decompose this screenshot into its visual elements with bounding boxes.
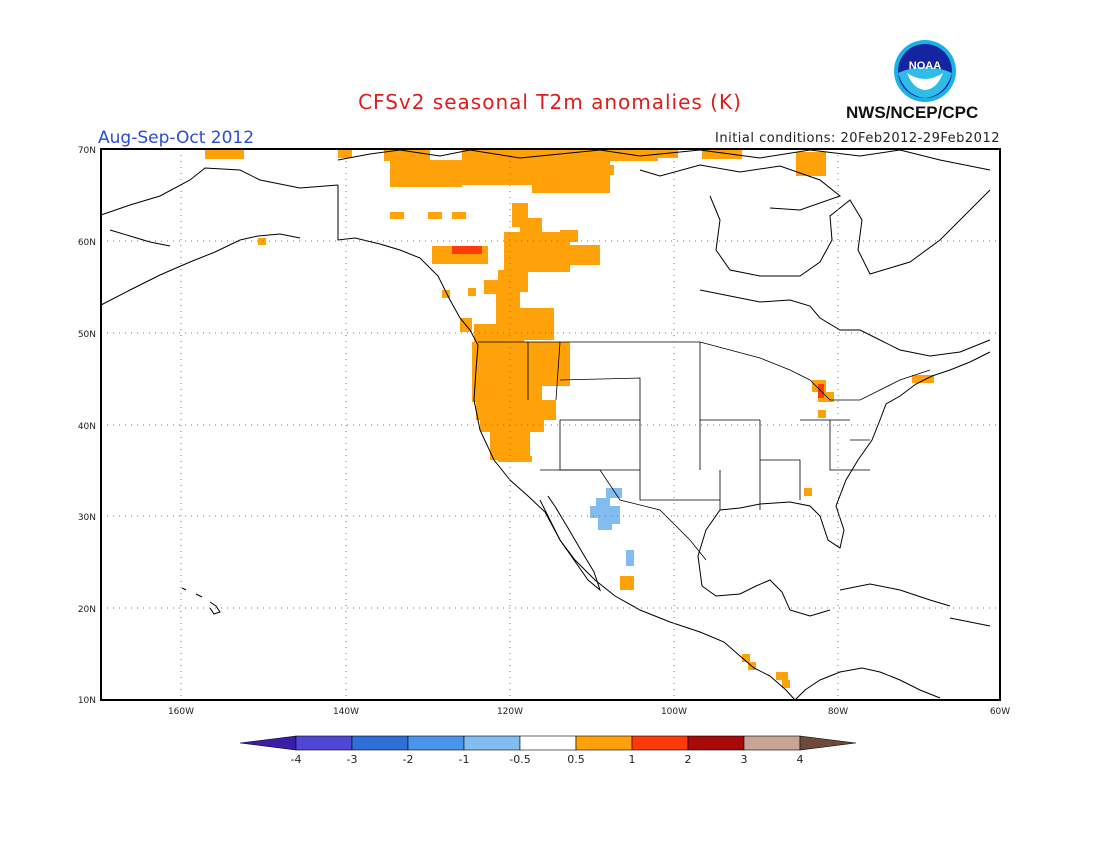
colorbar-label: -3 xyxy=(347,753,358,766)
colorbar: -4 -3 -2 -1 -0.5 0.5 1 2 3 4 xyxy=(239,735,857,766)
colorbar-swatch xyxy=(575,735,633,751)
lat-tick: 40N xyxy=(78,422,96,432)
lon-tick: 60W xyxy=(990,707,1010,717)
lat-tick: 10N xyxy=(78,696,96,706)
colorbar-label: 1 xyxy=(629,753,636,766)
lat-tick: 50N xyxy=(78,330,96,340)
noaa-logo-text: NOAA xyxy=(909,60,941,72)
colorbar-label: -4 xyxy=(291,753,302,766)
lat-tick: 30N xyxy=(78,513,96,523)
colorbar-label: 0.5 xyxy=(567,753,585,766)
colorbar-label: 2 xyxy=(685,753,692,766)
map-frame-bg xyxy=(101,149,1000,700)
lon-tick: 80W xyxy=(828,707,848,717)
cool-anomaly-regions xyxy=(590,488,634,566)
colorbar-swatch xyxy=(687,735,745,751)
colorbar-swatch xyxy=(351,735,409,751)
colorbar-swatch xyxy=(631,735,689,751)
colorbar-label: -0.5 xyxy=(509,753,530,766)
colorbar-arrow-high xyxy=(799,735,857,751)
noaa-logo: NOAA xyxy=(894,40,956,102)
colorbar-swatch xyxy=(743,735,801,751)
forecast-period: Aug-Sep-Oct 2012 xyxy=(98,128,255,148)
colorbar-label: 4 xyxy=(797,753,804,766)
colorbar-label: -2 xyxy=(403,753,414,766)
colorbar-label: 3 xyxy=(741,753,748,766)
lon-tick-labels: 160W 140W 120W 100W 80W 60W xyxy=(168,707,1010,717)
colorbar-arrow-low xyxy=(239,735,297,751)
lon-tick: 140W xyxy=(333,707,359,717)
lon-tick: 160W xyxy=(168,707,194,717)
colorbar-swatch xyxy=(463,735,521,751)
colorbar-swatch xyxy=(407,735,465,751)
colorbar-label: -1 xyxy=(459,753,470,766)
warm-anomaly-regions xyxy=(205,149,934,688)
lat-tick-labels: 70N 60N 50N 40N 30N 20N 10N xyxy=(78,146,96,706)
initial-conditions-label: Initial conditions: 20Feb2012-29Feb2012 xyxy=(715,131,1000,146)
lat-tick: 60N xyxy=(78,238,96,248)
agency-label: NWS/NCEP/CPC xyxy=(846,103,979,122)
lon-tick: 120W xyxy=(497,707,523,717)
map-title: CFSv2 seasonal T2m anomalies (K) xyxy=(358,90,742,114)
colorbar-swatch xyxy=(295,735,353,751)
lat-tick: 20N xyxy=(78,605,96,615)
map-frame xyxy=(100,148,1001,701)
colorbar-swatch xyxy=(519,735,577,751)
lat-tick: 70N xyxy=(78,146,96,156)
lon-tick: 100W xyxy=(661,707,687,717)
political-borders xyxy=(478,341,931,561)
